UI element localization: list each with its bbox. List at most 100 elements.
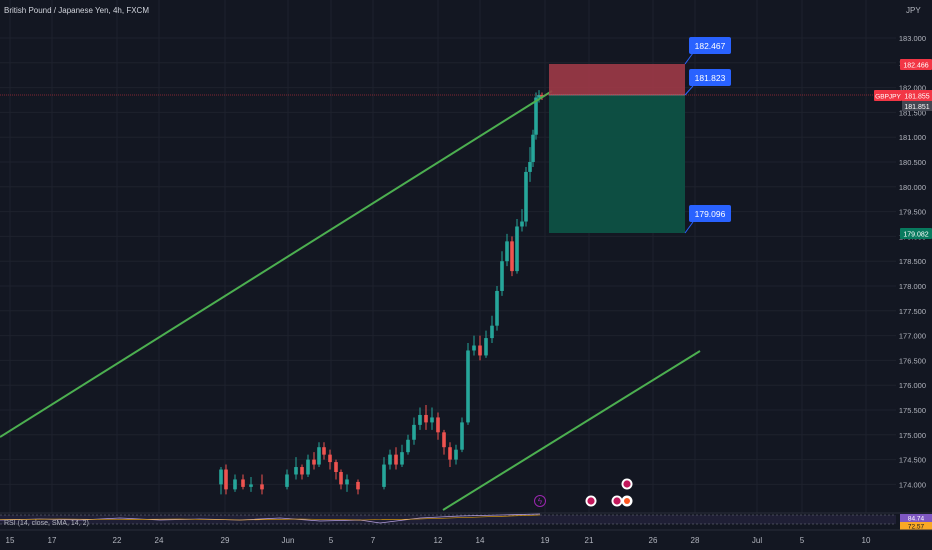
date-tick-label: 28 [691,536,700,545]
candle-body [285,474,289,487]
candle-body [490,325,494,339]
candle-body [300,467,304,475]
candle-body [528,162,532,172]
candle-body [430,417,434,423]
lower-trendline[interactable] [442,350,701,511]
rsi-band [0,515,896,524]
price-tick-label: 179.500 [899,208,926,217]
price-tick-label: 176.500 [899,356,926,365]
candle-body [510,241,514,272]
entry-callout[interactable]: 181.823 [684,69,731,96]
price-tick-label: 174.000 [899,480,926,489]
currency-label: JPY [906,6,921,15]
candle-body [418,414,422,425]
candle-body [322,447,326,455]
svg-text:182.466: 182.466 [903,63,928,70]
stop-price-badge: 182.466 [900,59,932,70]
rsi-value-badge: 84.74 [900,514,932,523]
svg-text:181.855: 181.855 [904,94,929,101]
date-tick-label: Jul [752,536,762,545]
stop-loss-zone[interactable] [549,64,685,95]
candle-body [249,484,253,487]
svg-text:179.082: 179.082 [903,232,928,239]
candle-body [442,432,446,448]
target-callout[interactable]: 179.096 [684,205,731,234]
rsi-sma-line [0,514,541,521]
candle-body [294,467,298,475]
symbol-title[interactable]: British Pound / Japanese Yen, 4h, FXCM [4,6,149,15]
candle-body [219,469,223,485]
candle-body [520,221,524,227]
price-tick-label: 177.000 [899,332,926,341]
price-tick-label: 180.000 [899,183,926,192]
stop-callout-label: 182.467 [695,41,726,51]
candle-body [345,479,349,485]
date-tick-label: 15 [6,536,15,545]
svg-text:GBPJPY: GBPJPY [875,94,901,101]
svg-text:ϟ: ϟ [538,497,543,506]
price-tick-label: 183.000 [899,34,926,43]
date-tick-label: 7 [371,536,376,545]
stop-callout[interactable]: 182.467 [684,37,731,65]
date-tick-label: 12 [434,536,443,545]
date-tick-label: 10 [862,536,871,545]
candle-body [233,479,237,490]
candle-body [454,449,458,460]
candle-body [436,417,440,433]
date-tick-label: 14 [476,536,485,545]
candle-body [241,479,245,487]
svg-text:181.851: 181.851 [904,104,929,111]
candle-body [328,454,332,463]
rsi-label[interactable]: RSI (14, close, SMA, 14, 2) [4,520,89,527]
candle-body [388,454,392,465]
price-tick-label: 178.500 [899,257,926,266]
candle-body [505,241,509,262]
price-axis[interactable] [896,0,932,530]
date-tick-label: 5 [800,536,805,545]
upper-trendline[interactable] [0,90,553,438]
candle-body [224,469,228,490]
price-tick-label: 177.500 [899,307,926,316]
svg-text:84.74: 84.74 [908,516,925,523]
price-tick-label: 181.500 [899,108,926,117]
candle-body [495,290,499,326]
event-flag-icon[interactable] [621,478,633,490]
candle-body [382,464,386,487]
take-profit-zone[interactable] [549,95,685,233]
candle-body [339,472,343,485]
candle-body [356,481,360,490]
rsi-pane[interactable] [0,513,896,530]
candle-body [540,95,544,97]
candle-body [424,414,428,423]
price-tick-label: 174.500 [899,456,926,465]
target-callout-label: 179.096 [695,209,726,219]
price-tick-label: 180.500 [899,158,926,167]
last-price-secondary-badge: 181.851 [902,101,932,111]
candle-body [531,134,535,162]
dividend-lightning-icon[interactable]: ϟ [534,495,546,507]
event-flag-icon[interactable] [611,495,623,507]
date-ticks: 15 17 22 24 29 Jun 5 7 12 14 19 21 26 28 Jul 5 10 [6,536,871,545]
event-earnings-icon[interactable] [621,495,633,507]
price-tick-label: 178.000 [899,282,926,291]
candle-body [448,447,452,460]
candle-body [317,447,321,465]
candle-body [534,97,538,135]
candle-body [260,484,264,490]
time-axis[interactable] [0,530,932,550]
event-flag-icon[interactable] [585,495,597,507]
date-tick-label: 24 [155,536,164,545]
symbol-price-badge: GBPJPY [874,90,902,101]
candle-body [406,439,410,453]
entry-callout-label: 181.823 [695,73,726,83]
candle-body [412,424,416,440]
candle-body [472,345,476,351]
price-tick-label: 175.000 [899,431,926,440]
target-price-badge: 179.082 [900,228,932,239]
candle-body [484,338,488,356]
candle-body [312,459,316,465]
date-tick-label: 19 [541,536,550,545]
date-tick-label: 22 [113,536,122,545]
